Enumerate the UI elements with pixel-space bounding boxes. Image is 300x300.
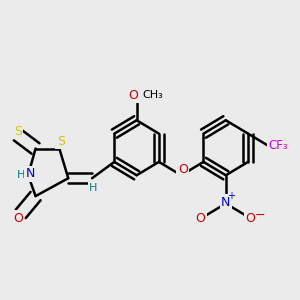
Text: O: O	[13, 212, 23, 225]
Text: H: H	[89, 183, 98, 193]
Text: O: O	[245, 212, 255, 225]
Text: CF₃: CF₃	[268, 139, 288, 152]
Text: CH₃: CH₃	[142, 90, 163, 100]
Text: O: O	[178, 164, 188, 176]
Text: S: S	[14, 125, 22, 138]
Text: N: N	[221, 196, 230, 208]
Text: −: −	[255, 209, 265, 222]
Text: O: O	[196, 212, 206, 225]
Text: O: O	[129, 88, 139, 101]
Text: S: S	[57, 135, 65, 148]
Text: +: +	[227, 191, 235, 201]
Text: N: N	[26, 167, 35, 180]
Text: H: H	[16, 170, 25, 180]
